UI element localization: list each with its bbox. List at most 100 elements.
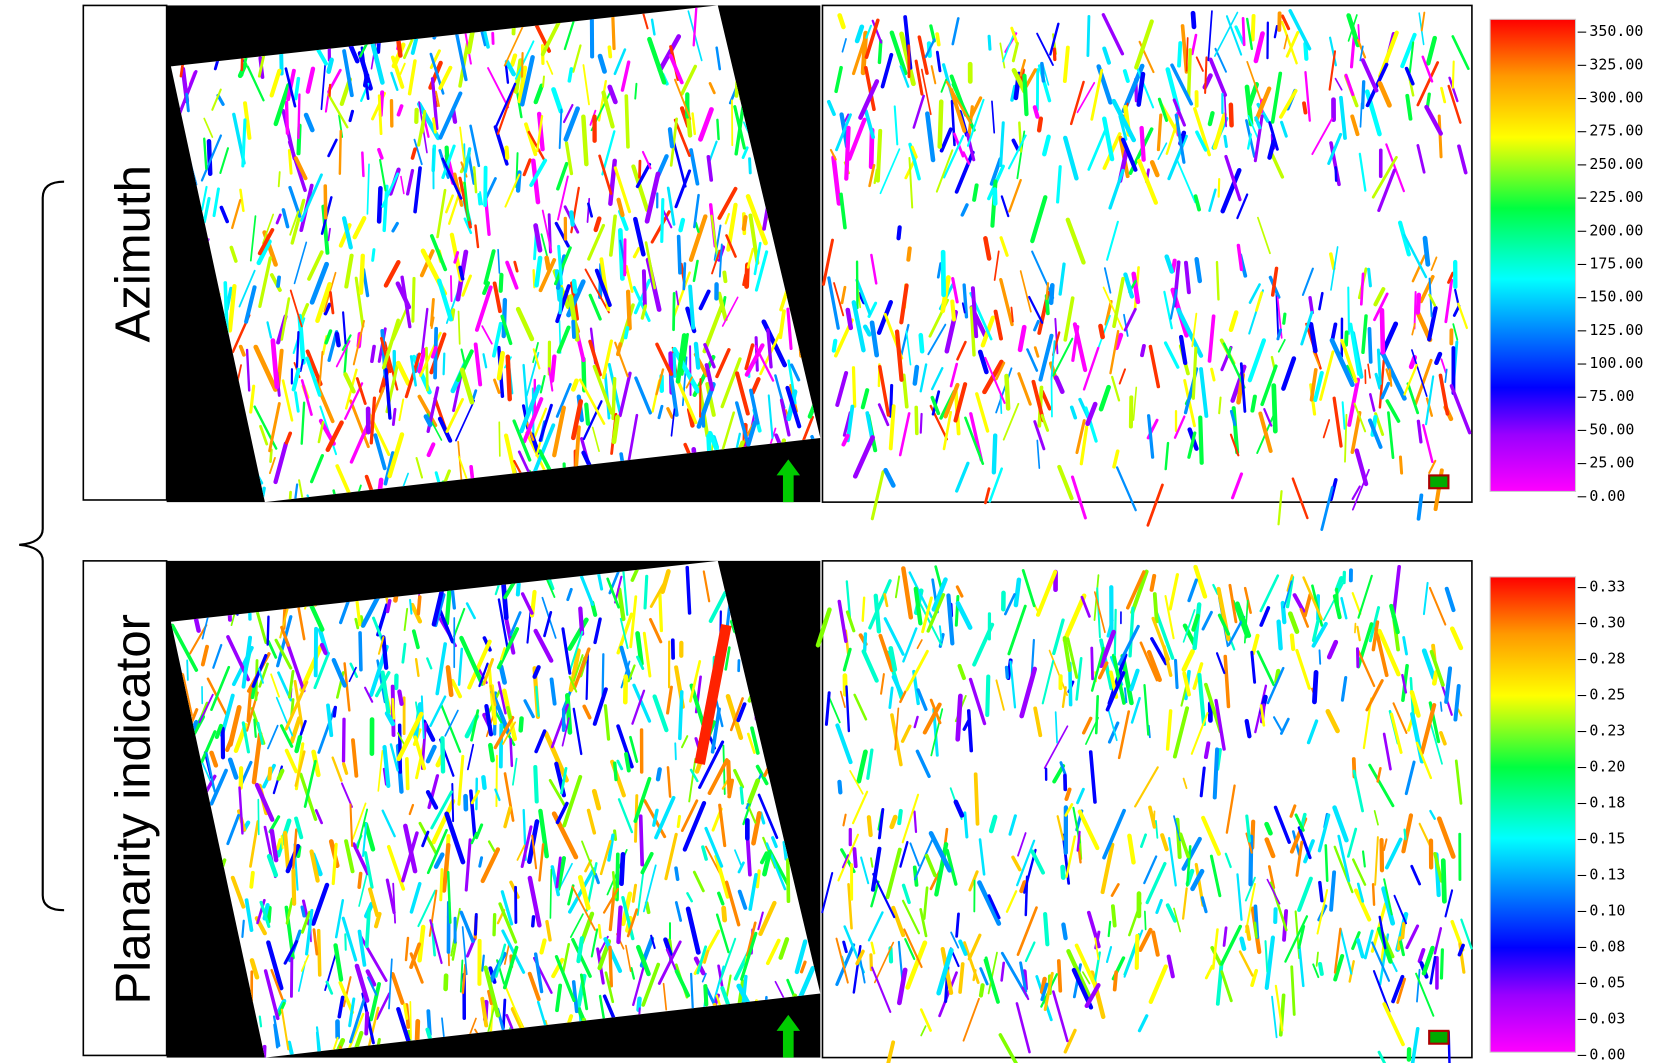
colorbar-tick-label: 0.03 <box>1589 1009 1625 1027</box>
fracture <box>535 767 536 801</box>
fracture <box>405 1005 407 1018</box>
colorbar-tick-label: 200.00 <box>1589 221 1643 239</box>
fracture <box>1035 107 1038 116</box>
fracture <box>744 275 746 285</box>
fracture <box>974 185 976 199</box>
fracture <box>1189 50 1191 98</box>
fracture <box>362 153 363 176</box>
fracture <box>846 128 848 179</box>
colorbar-tick-label: 275.00 <box>1589 122 1643 140</box>
fracture <box>388 601 390 612</box>
fracture <box>448 667 451 694</box>
fracture <box>1179 43 1180 66</box>
fracture <box>1225 136 1227 146</box>
fracture <box>750 159 751 173</box>
fracture <box>287 102 288 133</box>
colorbar-tick-label: 175.00 <box>1589 254 1643 272</box>
fracture <box>1346 332 1347 344</box>
fracture <box>1024 76 1026 114</box>
fracture <box>386 1057 404 1063</box>
fracture <box>1219 398 1220 414</box>
fracture <box>1045 914 1047 944</box>
brace <box>19 182 64 910</box>
fracture <box>1320 883 1322 901</box>
zoom-map <box>822 5 1471 529</box>
fracture <box>854 849 855 866</box>
fracture <box>232 498 236 539</box>
fracture <box>297 332 298 367</box>
fracture <box>956 596 958 625</box>
fracture <box>741 788 742 803</box>
fracture <box>1193 13 1194 27</box>
fracture <box>504 586 507 618</box>
fracture <box>302 907 304 916</box>
fracture <box>285 833 288 867</box>
fracture <box>442 738 443 771</box>
fracture <box>1326 845 1327 880</box>
fracture <box>618 907 620 942</box>
fracture <box>908 248 909 259</box>
colorbar-tick-label: 300.00 <box>1589 89 1643 107</box>
fracture <box>574 281 575 291</box>
fracture <box>989 36 990 49</box>
panel-label: Azimuth <box>107 165 161 342</box>
colorbar-tick-label: 100.00 <box>1589 354 1643 372</box>
fracture <box>586 405 588 424</box>
fracture <box>391 1057 392 1063</box>
fracture <box>482 956 483 971</box>
fracture <box>863 598 864 621</box>
fracture <box>571 212 572 224</box>
fracture <box>426 348 427 390</box>
fracture <box>1063 925 1065 938</box>
fracture <box>393 409 395 424</box>
colorbar-tick-label: 0.00 <box>1589 487 1625 505</box>
colorbar-tick-label: 0.00 <box>1589 1045 1625 1063</box>
page: {"panels": [ {"label": "Azimuth", "color… <box>0 0 1677 1063</box>
fracture <box>1320 650 1321 664</box>
fracture <box>518 584 519 594</box>
fracture <box>705 986 706 1004</box>
fracture <box>413 278 414 321</box>
fracture <box>1007 667 1008 677</box>
fracture <box>1059 961 1061 991</box>
colorbar-tick-label: 0.10 <box>1589 901 1625 919</box>
fracture <box>1092 648 1093 679</box>
fracture <box>617 854 618 899</box>
fracture <box>441 870 442 900</box>
fracture <box>444 354 445 375</box>
colorbar <box>1490 577 1575 1052</box>
colorbar-tick-label: 0.15 <box>1589 829 1625 847</box>
fracture <box>1016 580 1019 605</box>
fracture <box>298 1057 302 1063</box>
fracture <box>543 76 544 86</box>
panels: Azimuth350.00325.00300.00275.00250.00225… <box>83 5 1643 1063</box>
fracture <box>1434 672 1436 683</box>
fracture <box>344 719 345 761</box>
fracture <box>460 267 462 278</box>
fracture <box>676 868 678 879</box>
fracture <box>1125 71 1128 81</box>
fracture <box>451 276 452 301</box>
fracture <box>1247 927 1249 939</box>
fracture <box>958 696 961 739</box>
fracture <box>407 759 408 789</box>
fracture <box>1310 298 1312 313</box>
colorbar-tick-label: 0.33 <box>1589 578 1625 596</box>
fracture <box>359 874 360 888</box>
fracture <box>1363 82 1364 108</box>
fracture <box>1142 346 1144 355</box>
fracture <box>278 277 279 286</box>
fracture <box>670 129 672 146</box>
fracture <box>330 85 331 96</box>
fracture <box>717 502 729 547</box>
fracture <box>1369 329 1370 362</box>
fracture <box>1361 274 1363 304</box>
fracture <box>1382 310 1383 352</box>
colorbar-tick-label: 0.25 <box>1589 686 1625 704</box>
fracture <box>533 917 534 926</box>
fracture <box>187 660 188 679</box>
fracture <box>583 117 586 164</box>
fracture <box>744 217 746 229</box>
fracture <box>1403 924 1404 938</box>
fracture <box>1231 105 1232 126</box>
